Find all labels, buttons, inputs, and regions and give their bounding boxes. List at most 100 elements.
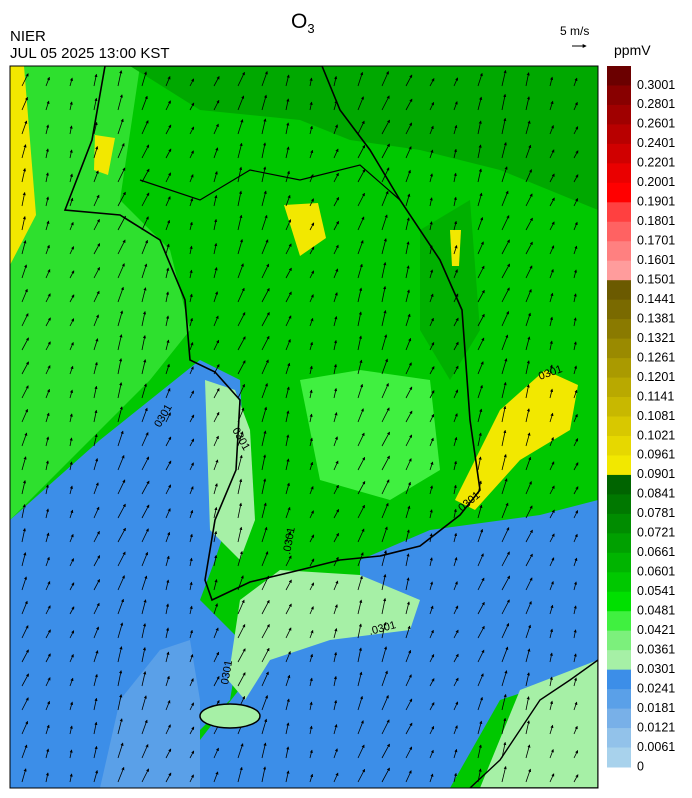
wind-arrow [213, 554, 218, 567]
wind-arrow [525, 529, 533, 543]
wind-arrow [309, 413, 313, 423]
wind-arrow [573, 725, 578, 735]
wind-arrow [573, 557, 578, 567]
wind-arrow [237, 71, 245, 87]
wind-arrow [597, 781, 598, 782]
wind-arrow [69, 294, 75, 303]
colorbar-segment [607, 124, 631, 145]
wind-arrow [189, 629, 193, 639]
wind-arrow [117, 527, 126, 543]
wind-arrow [69, 437, 73, 447]
wind-arrow [477, 528, 484, 543]
wind-arrow [261, 742, 267, 759]
wind-arrow [165, 508, 171, 519]
wind-arrow [189, 702, 194, 711]
wind-arrow [549, 461, 555, 471]
wind-arrow [261, 430, 267, 447]
wind-arrow [285, 410, 290, 423]
wind-arrow [477, 216, 484, 231]
wind-arrow [381, 190, 389, 207]
wind-arrow [549, 748, 554, 759]
wind-arrow [597, 493, 598, 494]
wind-arrow [45, 508, 50, 519]
wind-arrow [501, 717, 507, 735]
wind-arrow [261, 406, 268, 423]
wind-arrow [261, 478, 267, 495]
wind-arrow [429, 653, 435, 663]
wind-arrow [405, 217, 410, 231]
wind-arrow [501, 334, 509, 351]
wind-arrow [237, 360, 246, 375]
wind-arrow [213, 459, 219, 471]
wind-arrow [165, 291, 170, 303]
wind-arrow [525, 744, 531, 759]
wind-arrow [309, 437, 313, 447]
wind-arrow [453, 172, 457, 183]
wind-arrow [333, 412, 338, 423]
colorbar-segment [607, 513, 631, 534]
wind-arrow [21, 408, 28, 423]
wind-arrow [285, 362, 291, 375]
colorbar-label: 0.0541 [637, 584, 675, 598]
colorbar-label: 0 [637, 759, 644, 773]
wind-arrow [501, 215, 510, 231]
wind-arrow [261, 239, 269, 255]
wind-arrow [477, 265, 485, 279]
wind-arrow [93, 194, 100, 207]
colorbar-label: 0.0241 [637, 681, 675, 695]
wind-arrow [21, 456, 27, 471]
wind-arrow [333, 124, 338, 135]
wind-arrow [309, 582, 315, 591]
wind-arrow [525, 217, 533, 231]
wind-arrow [69, 221, 74, 231]
wind-arrow [69, 773, 73, 783]
wind-arrow [405, 146, 412, 159]
wind-arrow [237, 526, 243, 543]
wind-arrow [285, 315, 292, 327]
wind-arrow [237, 312, 246, 327]
colorbar-segment [607, 85, 631, 106]
colorbar-segment [607, 143, 631, 164]
wind-arrow [285, 579, 292, 591]
wind-arrow [93, 170, 99, 183]
wind-arrow [21, 191, 26, 207]
wind-arrow [189, 678, 194, 687]
wind-arrow [573, 126, 579, 135]
wind-arrow [117, 718, 123, 735]
colorbar-segment [607, 397, 631, 417]
wind-arrow [525, 241, 533, 255]
wind-arrow [285, 98, 290, 111]
wind-arrow [45, 748, 50, 759]
wind-arrow [213, 388, 220, 399]
wind-arrow [117, 430, 124, 447]
wind-arrow [525, 120, 531, 135]
wind-arrow [117, 286, 124, 303]
wind-arrow [189, 126, 195, 135]
wind-arrow [501, 69, 507, 87]
wind-arrow [477, 649, 485, 663]
wind-arrow [597, 157, 598, 158]
wind-arrow [429, 101, 435, 111]
wind-arrow [501, 358, 508, 375]
wind-arrow [597, 516, 598, 518]
colorbar-segment [607, 611, 631, 632]
colorbar-segment [607, 66, 631, 86]
wind-arrow [165, 772, 172, 783]
wind-arrow [381, 310, 387, 327]
wind-arrow [405, 649, 412, 663]
wind-arrow [477, 673, 484, 687]
wind-arrow [453, 556, 458, 567]
wind-arrow [333, 532, 339, 543]
wind-arrow [405, 553, 410, 567]
wind-arrow [573, 198, 579, 207]
wind-arrow [501, 502, 509, 519]
wind-arrow [117, 94, 123, 111]
wind-arrow [189, 653, 194, 663]
wind-arrow [477, 361, 484, 375]
wind-arrow [261, 695, 268, 711]
wind-arrow [237, 431, 244, 447]
wind-arrow [381, 743, 390, 759]
wind-arrow [69, 270, 75, 279]
wind-arrow [525, 648, 531, 663]
wind-arrow [573, 174, 579, 183]
